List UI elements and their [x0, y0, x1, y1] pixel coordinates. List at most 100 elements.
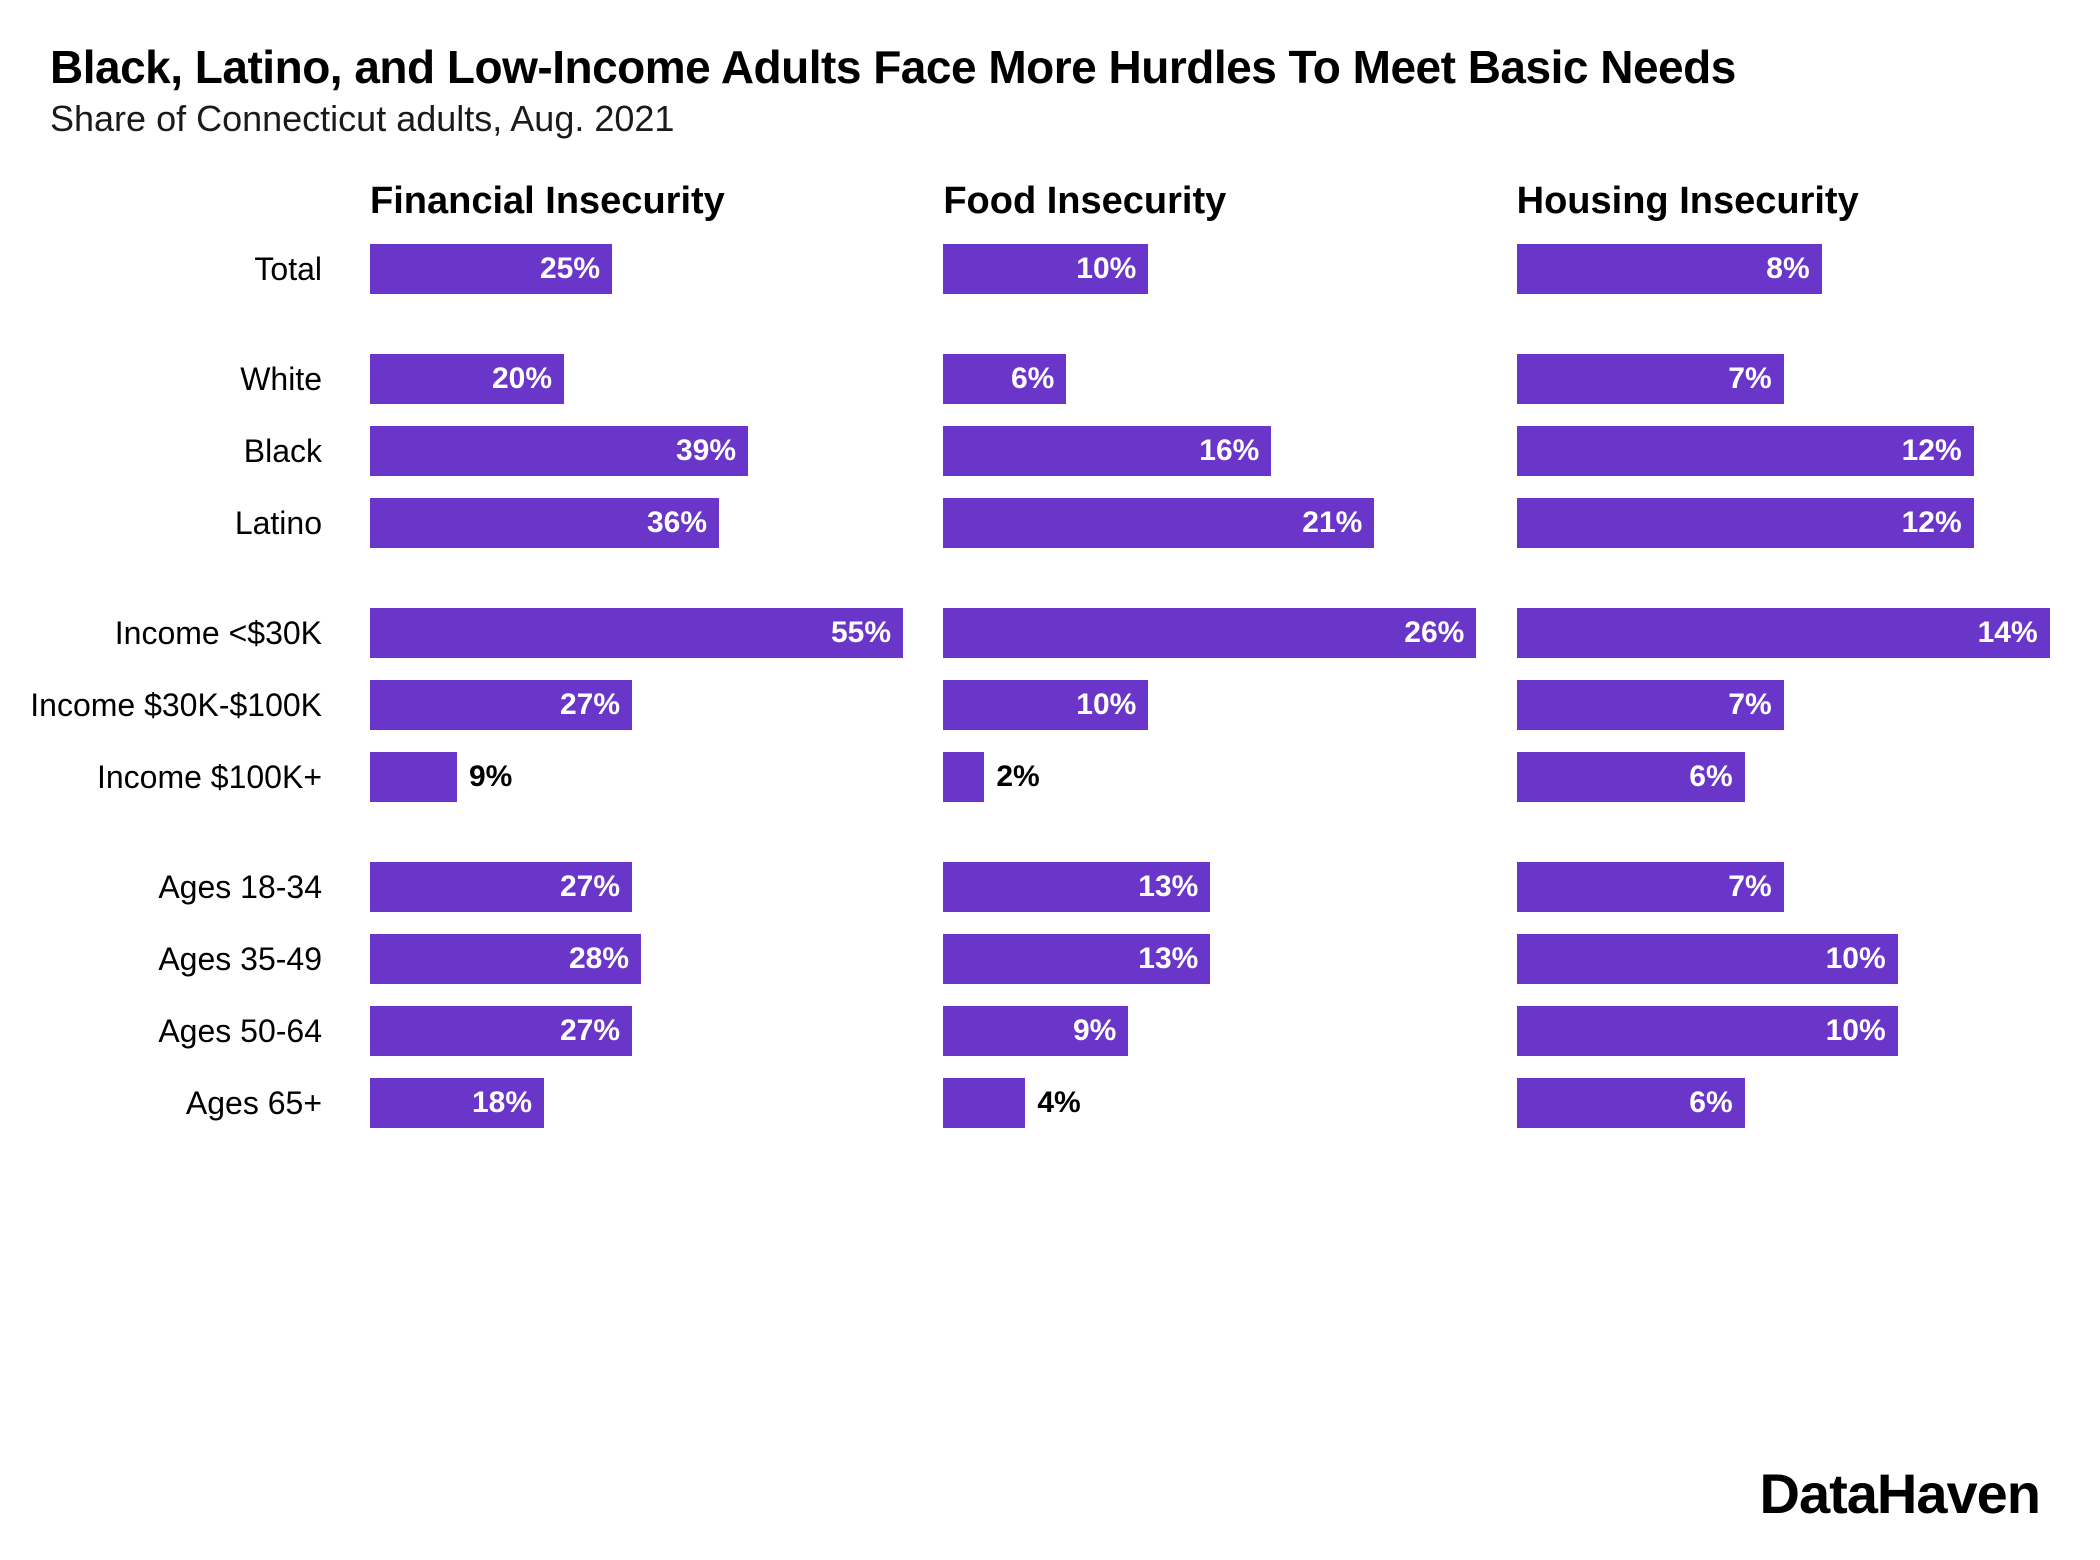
bar: 4%: [943, 1078, 1025, 1128]
bar-cell: 7%: [1517, 857, 2050, 917]
bar-cell: 28%: [370, 929, 903, 989]
bar-cell: 26%: [943, 603, 1476, 663]
column-header: Financial Insecurity: [370, 180, 903, 239]
bar-cell: 10%: [943, 239, 1476, 299]
bar-value: 7%: [1728, 870, 1771, 904]
bar-fill: [943, 1078, 1025, 1128]
bar-value: 18%: [472, 1086, 532, 1120]
bar-value: 7%: [1728, 362, 1771, 396]
bar: 27%: [370, 862, 632, 912]
row-label-cell: Ages 18-34: [50, 857, 330, 917]
column-header: Food Insecurity: [943, 180, 1476, 239]
bar-cell: 18%: [370, 1073, 903, 1133]
bar-value: 9%: [1073, 1014, 1116, 1048]
bar: 28%: [370, 934, 641, 984]
group-gap: [370, 807, 903, 857]
row-gap: [1517, 663, 2050, 675]
group-gap: [50, 807, 330, 857]
bar-cell: 7%: [1517, 349, 2050, 409]
bar-cell: 6%: [1517, 1073, 2050, 1133]
bar-cell: 39%: [370, 421, 903, 481]
bar-cell: 27%: [370, 675, 903, 735]
bar-value: 10%: [1076, 252, 1136, 286]
bar-value: 6%: [1689, 760, 1732, 794]
bar-value: 27%: [560, 870, 620, 904]
bar: 2%: [943, 752, 984, 802]
group-gap: [943, 807, 1476, 857]
bar-fill: [943, 608, 1476, 658]
row-label: Income <$30K: [115, 615, 322, 652]
bar: 26%: [943, 608, 1476, 658]
row-gap: [943, 481, 1476, 493]
group-gap: [943, 299, 1476, 349]
group-gap: [50, 299, 330, 349]
bar: 27%: [370, 680, 632, 730]
bar: 10%: [1517, 934, 1898, 984]
footer-logo: DataHaven: [1760, 1461, 2040, 1526]
bar-value: 21%: [1302, 506, 1362, 540]
row-label: Ages 65+: [186, 1085, 322, 1122]
row-label: Latino: [235, 505, 322, 542]
row-label-cell: Ages 65+: [50, 1073, 330, 1133]
row-label: Income $30K-$100K: [30, 687, 322, 724]
bar-cell: 13%: [943, 929, 1476, 989]
bar-cell: 12%: [1517, 421, 2050, 481]
row-gap: [50, 989, 330, 1001]
bar-fill: [370, 752, 457, 802]
bar-value: 13%: [1138, 942, 1198, 976]
bar: 7%: [1517, 862, 1784, 912]
bar-fill: [370, 608, 903, 658]
bar: 25%: [370, 244, 612, 294]
row-gap: [50, 917, 330, 929]
bar-cell: 20%: [370, 349, 903, 409]
row-gap: [50, 1061, 330, 1073]
chart-grid: Financial Insecurity Food Insecurity Housi…: [50, 180, 2050, 1133]
row-gap: [943, 989, 1476, 1001]
bar-value: 27%: [560, 1014, 620, 1048]
row-gap: [943, 409, 1476, 421]
row-label: Ages 50-64: [158, 1013, 322, 1050]
bar-value: 39%: [676, 434, 736, 468]
row-label: Ages 35-49: [158, 941, 322, 978]
group-gap: [370, 299, 903, 349]
row-label-cell: Income $100K+: [50, 747, 330, 807]
bar-value: 26%: [1404, 616, 1464, 650]
bar: 10%: [1517, 1006, 1898, 1056]
bar-value: 12%: [1902, 434, 1962, 468]
bar: 7%: [1517, 680, 1784, 730]
column-header: Housing Insecurity: [1517, 180, 2050, 239]
bar-cell: 9%: [370, 747, 903, 807]
column-header-blank: [50, 180, 330, 239]
bar: 39%: [370, 426, 748, 476]
bar: 16%: [943, 426, 1271, 476]
row-label: Black: [244, 433, 322, 470]
bar: 6%: [1517, 1078, 1745, 1128]
group-gap: [370, 553, 903, 603]
bar-value: 6%: [1011, 362, 1054, 396]
bar: 36%: [370, 498, 719, 548]
bar: 9%: [370, 752, 457, 802]
row-gap: [370, 1061, 903, 1073]
row-gap: [943, 735, 1476, 747]
bar-cell: 4%: [943, 1073, 1476, 1133]
bar-cell: 36%: [370, 493, 903, 553]
row-label-cell: Ages 35-49: [50, 929, 330, 989]
bar-value: 12%: [1902, 506, 1962, 540]
group-gap: [943, 553, 1476, 603]
bar: 12%: [1517, 498, 1974, 548]
row-gap: [943, 663, 1476, 675]
bar-value: 2%: [996, 760, 1039, 794]
bar-cell: 9%: [943, 1001, 1476, 1061]
bar-fill: [943, 752, 984, 802]
row-label-cell: Latino: [50, 493, 330, 553]
bar-cell: 10%: [1517, 1001, 2050, 1061]
bar-cell: 8%: [1517, 239, 2050, 299]
bar-cell: 10%: [943, 675, 1476, 735]
bar-value: 36%: [647, 506, 707, 540]
bar: 6%: [943, 354, 1066, 404]
bar: 13%: [943, 934, 1210, 984]
row-label: White: [240, 361, 322, 398]
bar: 55%: [370, 608, 903, 658]
bar-cell: 10%: [1517, 929, 2050, 989]
page-subtitle: Share of Connecticut adults, Aug. 2021: [50, 98, 2050, 140]
